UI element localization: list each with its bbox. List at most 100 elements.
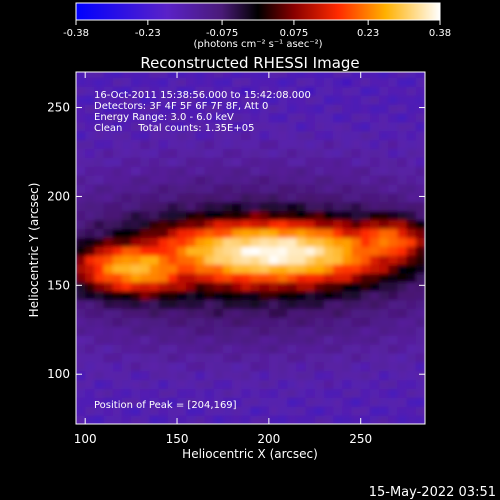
heatmap-cell bbox=[167, 415, 178, 424]
heatmap-cell bbox=[158, 388, 169, 398]
heatmap-cell bbox=[259, 326, 270, 336]
heatmap-cell bbox=[379, 397, 389, 407]
heatmap-cell bbox=[85, 352, 95, 363]
heatmap-cell bbox=[149, 290, 160, 301]
heatmap-cell bbox=[158, 326, 169, 336]
heatmap-cell bbox=[360, 86, 371, 96]
heatmap-cell bbox=[213, 255, 224, 265]
heatmap-cell bbox=[131, 139, 141, 150]
heatmap-cell bbox=[112, 104, 123, 114]
heatmap-cell bbox=[351, 112, 362, 123]
heatmap-cell bbox=[149, 175, 160, 185]
heatmap-cell bbox=[415, 361, 425, 372]
heatmap-cell bbox=[360, 237, 371, 247]
heatmap-cell bbox=[333, 326, 343, 336]
heatmap-cell bbox=[351, 352, 362, 363]
heatmap-cell bbox=[397, 397, 408, 407]
heatmap-cell bbox=[121, 264, 132, 274]
heatmap-cell bbox=[158, 130, 169, 141]
heatmap-cell bbox=[278, 317, 288, 327]
heatmap-cell bbox=[76, 130, 86, 141]
heatmap-cell bbox=[167, 184, 178, 194]
heatmap-cell bbox=[232, 308, 242, 318]
heatmap-cell bbox=[287, 326, 298, 336]
heatmap-cell bbox=[177, 77, 187, 87]
heatmap-cell bbox=[94, 166, 105, 176]
heatmap-cell bbox=[278, 299, 288, 310]
heatmap-cell bbox=[195, 192, 206, 203]
heatmap-cell bbox=[379, 406, 389, 416]
heatmap-cell bbox=[415, 317, 425, 327]
heatmap-cell bbox=[186, 175, 196, 185]
heatmap-cell bbox=[305, 157, 316, 167]
heatmap-cell bbox=[204, 210, 215, 221]
heatmap-cell bbox=[259, 352, 270, 363]
heatmap-cell bbox=[85, 308, 95, 318]
heatmap-cell bbox=[204, 344, 215, 354]
heatmap-cell bbox=[278, 72, 288, 78]
heatmap-cell bbox=[195, 166, 206, 176]
heatmap-cell bbox=[186, 104, 196, 114]
heatmap-cell bbox=[204, 184, 215, 194]
heatmap-cell bbox=[369, 406, 380, 416]
heatmap-cell bbox=[388, 272, 399, 283]
heatmap-cell bbox=[232, 264, 242, 274]
heatmap-cell bbox=[167, 299, 178, 310]
heatmap-cell bbox=[369, 184, 380, 194]
heatmap-cell bbox=[379, 388, 389, 398]
heatmap-cell bbox=[388, 335, 399, 345]
heatmap-cell bbox=[186, 335, 196, 345]
heatmap-cell bbox=[85, 192, 95, 203]
heatmap-cell bbox=[333, 272, 343, 283]
heatmap-cell bbox=[397, 388, 408, 398]
heatmap-cell bbox=[131, 361, 141, 372]
heatmap-cell bbox=[305, 255, 316, 265]
heatmap-cell bbox=[415, 192, 425, 203]
heatmap-cell bbox=[167, 317, 178, 327]
heatmap-cell bbox=[140, 121, 151, 132]
heatmap-cell bbox=[388, 184, 399, 194]
heatmap-cell bbox=[241, 246, 252, 256]
heatmap-cell bbox=[186, 157, 196, 167]
heatmap-cell bbox=[121, 290, 132, 301]
heatmap-cell bbox=[323, 130, 334, 141]
heatmap-cell bbox=[323, 415, 334, 424]
heatmap-cell bbox=[333, 175, 343, 185]
heatmap-cell bbox=[177, 344, 187, 354]
heatmap-cell bbox=[268, 388, 279, 398]
heatmap-cell bbox=[112, 290, 123, 301]
heatmap-cell bbox=[314, 388, 325, 398]
heatmap-cell bbox=[369, 344, 380, 354]
heatmap-cell bbox=[314, 370, 325, 381]
heatmap-cell bbox=[388, 255, 399, 265]
heatmap-cell bbox=[369, 281, 380, 292]
heatmap-cell bbox=[177, 272, 187, 283]
heatmap-cell bbox=[222, 148, 233, 158]
heatmap-cell bbox=[379, 228, 389, 238]
heatmap-cell bbox=[323, 184, 334, 194]
heatmap-cell bbox=[94, 112, 105, 123]
heatmap-cell bbox=[305, 370, 316, 381]
heatmap-cell bbox=[397, 237, 408, 247]
heatmap-cell bbox=[351, 272, 362, 283]
colorbar-tick-label: -0.23 bbox=[135, 28, 161, 39]
heatmap-cell bbox=[213, 388, 224, 398]
heatmap-cell bbox=[379, 139, 389, 150]
heatmap-cell bbox=[305, 406, 316, 416]
heatmap-cell bbox=[406, 148, 417, 158]
heatmap-cell bbox=[85, 246, 95, 256]
heatmap-cell bbox=[305, 317, 316, 327]
heatmap-cell bbox=[379, 272, 389, 283]
heatmap-cell bbox=[259, 361, 270, 372]
heatmap-cell bbox=[103, 299, 114, 310]
heatmap-cell bbox=[296, 184, 307, 194]
heatmap-cell bbox=[278, 344, 288, 354]
heatmap-cell bbox=[287, 184, 298, 194]
heatmap-cell bbox=[112, 148, 123, 158]
heatmap-cell bbox=[222, 246, 233, 256]
heatmap-cell bbox=[140, 130, 151, 141]
heatmap-cell bbox=[259, 299, 270, 310]
heatmap-cell bbox=[177, 406, 187, 416]
heatmap-cell bbox=[287, 344, 298, 354]
heatmap-cell bbox=[103, 219, 114, 230]
